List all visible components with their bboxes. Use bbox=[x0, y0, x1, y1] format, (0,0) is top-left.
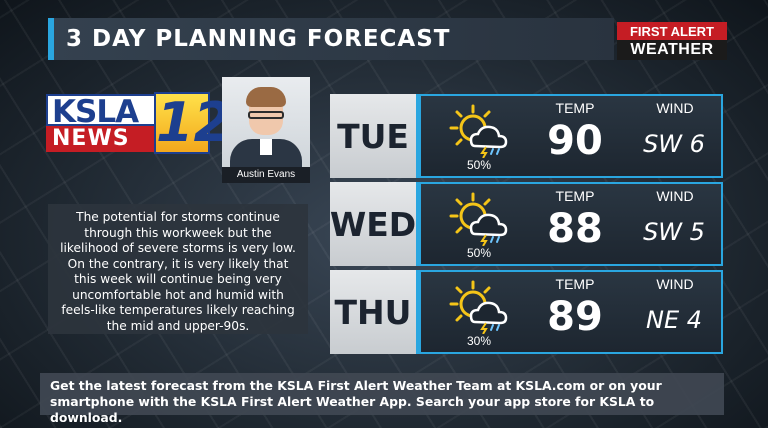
channel-number: 12 bbox=[154, 91, 232, 154]
footer-message: Get the latest forecast from the KSLA Fi… bbox=[40, 373, 724, 425]
wind-value: SW 6 bbox=[643, 130, 705, 158]
weather-text: WEATHER bbox=[630, 41, 714, 58]
first-alert-text: FIRST ALERT bbox=[617, 24, 727, 40]
precip-chance: 50% bbox=[466, 158, 492, 172]
ksla-text: KSLA bbox=[46, 94, 158, 128]
partly-sunny-storm-icon bbox=[449, 192, 508, 246]
wind-label: WIND bbox=[656, 100, 694, 116]
page-title: 3 DAY PLANNING FORECAST bbox=[66, 26, 451, 52]
wind-value: SW 5 bbox=[643, 218, 705, 246]
temp-label: TEMP bbox=[555, 100, 595, 116]
precip-chance: 50% bbox=[466, 246, 492, 260]
news-text: NEWS bbox=[46, 126, 158, 152]
temp-value: 90 bbox=[547, 118, 603, 164]
partly-sunny-storm-icon bbox=[449, 280, 508, 334]
ksla-news-12-logo: KSLA NEWS 12 bbox=[46, 92, 231, 156]
temp-value: 89 bbox=[547, 294, 603, 340]
meteorologist-name: Austin Evans bbox=[222, 167, 310, 183]
forecast-row-wed: 50% TEMP 88 WIND SW 5 bbox=[416, 182, 723, 266]
forecast-discussion: The potential for storms continue throug… bbox=[48, 204, 308, 334]
title-bar: 3 DAY PLANNING FORECAST bbox=[48, 18, 614, 60]
day-label-wed: WED bbox=[330, 182, 416, 266]
temp-value: 88 bbox=[547, 206, 603, 252]
precip-chance: 30% bbox=[466, 334, 492, 348]
wind-label: WIND bbox=[656, 276, 694, 292]
first-alert-weather-logo: FIRST ALERT WEATHER bbox=[617, 22, 727, 60]
forecast-row-thu: 30% TEMP 89 WIND NE 4 bbox=[416, 270, 723, 354]
temp-label: TEMP bbox=[555, 276, 595, 292]
partly-sunny-storm-icon bbox=[449, 104, 508, 158]
meteorologist-photo bbox=[222, 77, 310, 167]
day-label-tue: TUE bbox=[330, 94, 416, 178]
temp-label: TEMP bbox=[555, 188, 595, 204]
wind-label: WIND bbox=[656, 188, 694, 204]
wind-value: NE 4 bbox=[645, 306, 702, 334]
forecast-row-tue: 50% TEMP 90 WIND SW 6 bbox=[416, 94, 723, 178]
day-label-thu: THU bbox=[330, 270, 416, 354]
